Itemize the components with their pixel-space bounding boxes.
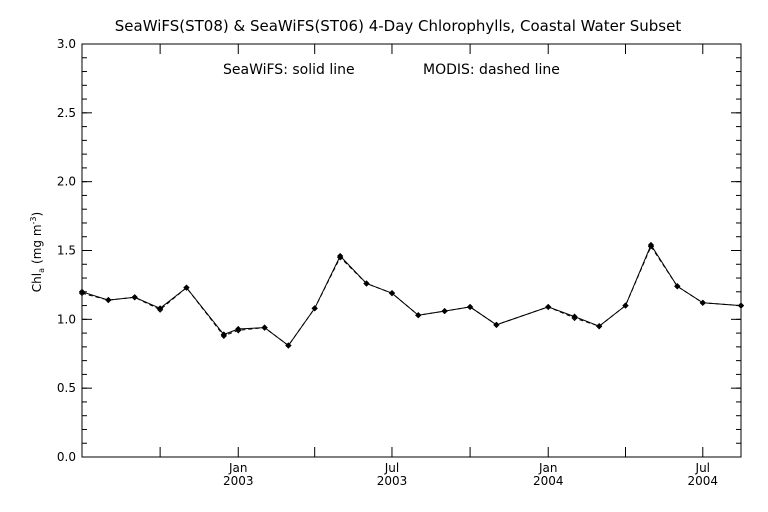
x-tick-label-year: 2004	[688, 474, 719, 488]
data-point-solid	[647, 241, 655, 249]
data-point-dashed	[388, 290, 396, 297]
chart-title: SeaWiFS(ST08) & SeaWiFS(ST06) 4-Day Chlo…	[115, 17, 682, 35]
data-point-dashed	[441, 307, 448, 315]
y-tick-label: 3.0	[57, 37, 76, 51]
y-axis-label-unit: (mg m	[30, 224, 44, 264]
y-tick-label: 2.0	[57, 175, 76, 189]
x-tick-label-month: Jul	[695, 461, 710, 475]
data-point-dashed	[596, 323, 603, 330]
x-tick-label-month: Jan	[228, 461, 248, 475]
data-point-dashed	[466, 303, 474, 311]
data-point-dashed	[493, 321, 500, 328]
data-point-dashed	[337, 254, 344, 261]
data-point-dashed	[183, 284, 190, 291]
y-tick-label: 2.5	[57, 106, 76, 120]
y-axis-label-main: Chl	[30, 273, 44, 292]
x-tick-label-month: Jul	[384, 461, 399, 475]
x-tick-label-month: Jan	[538, 461, 558, 475]
data-point-dashed	[157, 306, 164, 313]
data-point-dashed	[622, 302, 629, 309]
data-point-dashed	[674, 283, 681, 290]
data-point-dashed	[415, 312, 422, 319]
data-point-dashed	[737, 302, 745, 309]
data-point-solid	[235, 325, 242, 333]
data-point-dashed	[220, 332, 227, 339]
x-tick-label-year: 2003	[223, 474, 254, 488]
y-tick-label: 0.5	[57, 381, 76, 395]
data-point-dashed	[285, 342, 292, 349]
x-tick-label-year: 2004	[533, 474, 564, 488]
legend-dashed-line: MODIS: dashed line	[423, 62, 560, 78]
data-point-dashed	[261, 324, 268, 331]
data-point-dashed	[545, 303, 552, 311]
data-point-dashed	[647, 243, 655, 250]
y-axis-label: Chla (mg m-3)	[29, 212, 46, 292]
y-axis-label-subscript: a	[37, 268, 46, 273]
y-tick-label: 1.0	[57, 312, 76, 326]
series-layer	[78, 241, 745, 349]
axes: 0.00.51.01.52.02.53.0Jan2003Jul2003Jan20…	[57, 37, 742, 488]
data-point-dashed	[311, 305, 318, 312]
series-line-dashed	[81, 245, 742, 347]
data-point-dashed	[105, 296, 112, 304]
data-point-dashed	[131, 294, 138, 301]
data-point-dashed	[699, 299, 706, 306]
data-point-dashed	[571, 314, 578, 322]
series-line-solid	[81, 243, 742, 347]
y-tick-label: 0.0	[57, 450, 76, 464]
data-point-dashed	[78, 290, 86, 297]
y-axis-label-close: )	[30, 212, 44, 217]
data-point-solid	[220, 331, 227, 338]
y-axis-label-exponent: -3	[29, 216, 38, 224]
data-point-dashed	[363, 280, 370, 287]
legend-solid-line: SeaWiFS: solid line	[223, 62, 355, 78]
plot-frame	[81, 43, 742, 458]
y-tick-label: 1.5	[57, 244, 76, 258]
data-point-dashed	[235, 327, 242, 334]
x-tick-label-year: 2003	[377, 474, 408, 488]
